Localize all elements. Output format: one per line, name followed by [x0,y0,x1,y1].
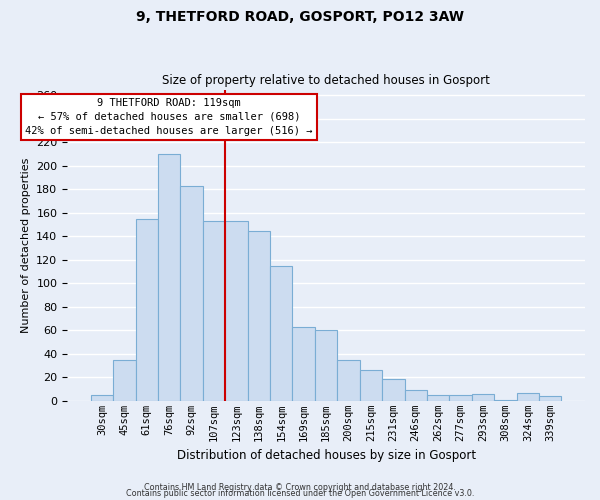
Bar [181,186,203,401]
Bar [517,392,539,401]
Bar [158,154,181,401]
Bar [203,221,225,401]
Bar [136,219,158,401]
Text: 9 THETFORD ROAD: 119sqm
← 57% of detached houses are smaller (698)
42% of semi-d: 9 THETFORD ROAD: 119sqm ← 57% of detache… [25,98,313,136]
X-axis label: Distribution of detached houses by size in Gosport: Distribution of detached houses by size … [176,450,476,462]
Bar [539,396,562,401]
Bar [427,395,449,401]
Text: Contains public sector information licensed under the Open Government Licence v3: Contains public sector information licen… [126,490,474,498]
Bar [292,327,315,401]
Bar [382,378,404,401]
Bar [360,370,382,401]
Bar [315,330,337,401]
Text: Contains HM Land Registry data © Crown copyright and database right 2024.: Contains HM Land Registry data © Crown c… [144,484,456,492]
Bar [404,390,427,401]
Bar [225,221,248,401]
Bar [113,360,136,401]
Bar [248,230,270,401]
Bar [337,360,360,401]
Text: 9, THETFORD ROAD, GOSPORT, PO12 3AW: 9, THETFORD ROAD, GOSPORT, PO12 3AW [136,10,464,24]
Y-axis label: Number of detached properties: Number of detached properties [20,158,31,333]
Bar [472,394,494,401]
Bar [449,395,472,401]
Bar [270,266,292,401]
Title: Size of property relative to detached houses in Gosport: Size of property relative to detached ho… [162,74,490,87]
Bar [91,395,113,401]
Bar [494,400,517,401]
